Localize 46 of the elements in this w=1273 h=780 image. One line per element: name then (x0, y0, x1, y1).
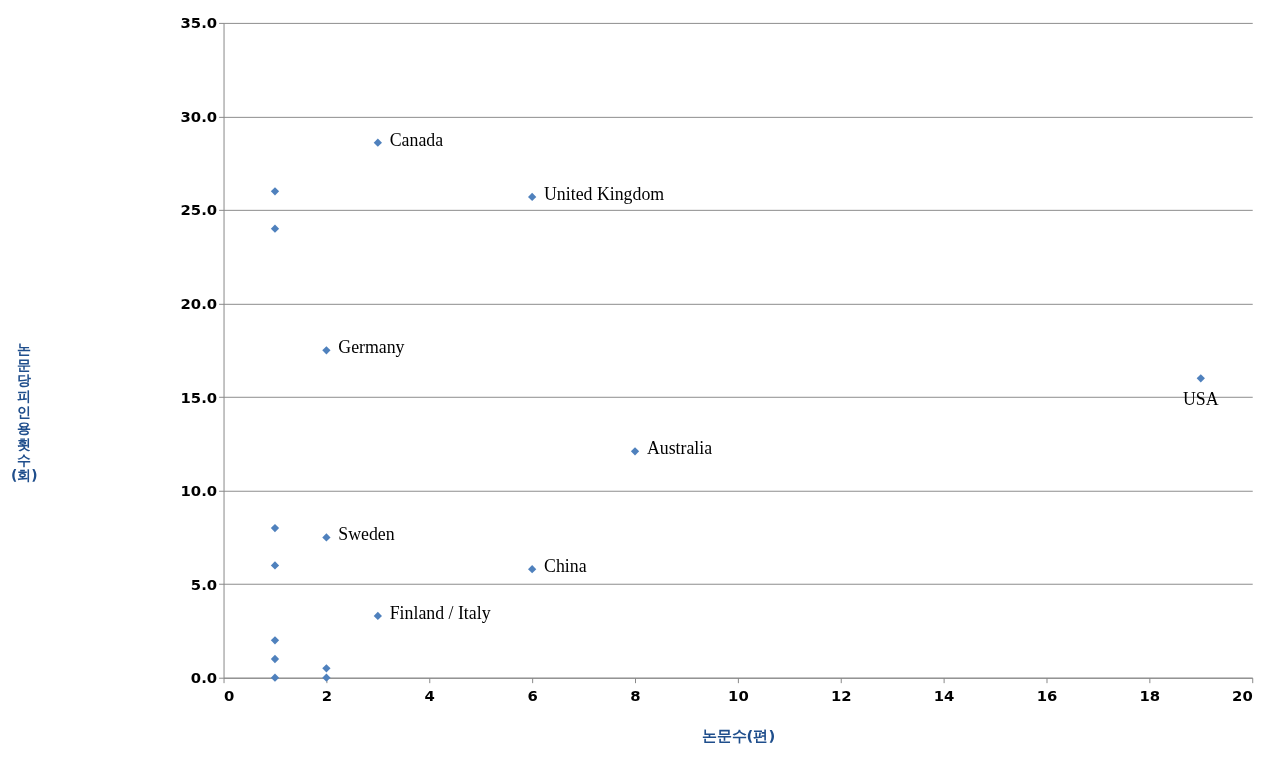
x-tick-label: 18 (1139, 686, 1161, 704)
y-tick-label: 35.0 (180, 14, 218, 32)
point (322, 673, 331, 682)
x-tick-label: 16 (1036, 686, 1058, 704)
point (270, 224, 280, 233)
y-tick-label: 20.0 (180, 294, 218, 312)
x-tick-label: 14 (933, 686, 955, 704)
point (322, 533, 331, 542)
point (270, 673, 280, 682)
annotation: China (544, 556, 587, 577)
y-tick-label: 25.0 (180, 201, 218, 219)
point (373, 138, 382, 147)
annotation: Australia (646, 438, 713, 459)
point (322, 346, 331, 355)
point (270, 654, 280, 664)
point (630, 447, 640, 456)
x-tick-label: 8 (630, 686, 641, 704)
text: 논문당피인용횟수(회) (10, 340, 38, 484)
point (528, 192, 537, 202)
point (528, 565, 537, 574)
annotation: Finland / Italy (389, 602, 491, 623)
x-tick-label: 2 (321, 686, 333, 704)
point (373, 611, 382, 621)
point (270, 636, 280, 645)
annotation: Canada (389, 129, 444, 150)
annotation: United Kingdom (544, 183, 665, 204)
x-axis-title: 논문수(편) (701, 726, 776, 744)
y-tick-label: 0.0 (190, 669, 218, 687)
y-tick-label: 15.0 (180, 388, 218, 406)
point (1196, 374, 1205, 383)
x-tick-label: 6 (527, 686, 538, 704)
x-tick-label: 20 (1232, 686, 1253, 704)
annotation: USA (1182, 389, 1219, 410)
x-tick-label: 10 (728, 686, 749, 704)
y-tick-label: 10.0 (180, 482, 218, 500)
point (322, 664, 331, 673)
point (270, 561, 280, 570)
annotation: Sweden (338, 524, 395, 545)
x-tick-label: 4 (424, 686, 435, 704)
x-tick-label: 0 (224, 686, 235, 704)
y-tick-label: 30.0 (180, 107, 218, 125)
annotation: Germany (338, 337, 405, 358)
x-tick-label: 12 (830, 686, 852, 704)
point (270, 187, 280, 196)
y-tick-label: 5.0 (190, 575, 218, 593)
point (270, 523, 280, 533)
